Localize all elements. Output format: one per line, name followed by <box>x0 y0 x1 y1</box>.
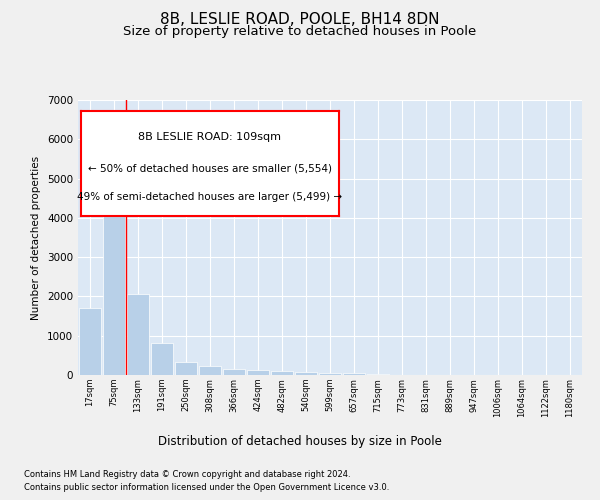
Text: Size of property relative to detached houses in Poole: Size of property relative to detached ho… <box>124 25 476 38</box>
Bar <box>319 372 341 375</box>
Text: ← 50% of detached houses are smaller (5,554): ← 50% of detached houses are smaller (5,… <box>88 164 332 173</box>
Bar <box>295 372 317 375</box>
Y-axis label: Number of detached properties: Number of detached properties <box>31 156 41 320</box>
Bar <box>175 362 197 375</box>
Text: Contains HM Land Registry data © Crown copyright and database right 2024.: Contains HM Land Registry data © Crown c… <box>24 470 350 479</box>
Text: 8B, LESLIE ROAD, POOLE, BH14 8DN: 8B, LESLIE ROAD, POOLE, BH14 8DN <box>160 12 440 28</box>
Bar <box>79 308 101 375</box>
Text: 8B LESLIE ROAD: 109sqm: 8B LESLIE ROAD: 109sqm <box>139 132 281 142</box>
Text: 49% of semi-detached houses are larger (5,499) →: 49% of semi-detached houses are larger (… <box>77 192 343 202</box>
Bar <box>247 370 269 375</box>
Text: Distribution of detached houses by size in Poole: Distribution of detached houses by size … <box>158 435 442 448</box>
Bar <box>103 147 125 375</box>
Bar <box>271 371 293 375</box>
Bar <box>223 369 245 375</box>
Bar <box>367 374 389 375</box>
Text: Contains public sector information licensed under the Open Government Licence v3: Contains public sector information licen… <box>24 482 389 492</box>
Bar <box>127 294 149 375</box>
Bar <box>199 366 221 375</box>
Bar <box>151 343 173 375</box>
Bar <box>343 373 365 375</box>
